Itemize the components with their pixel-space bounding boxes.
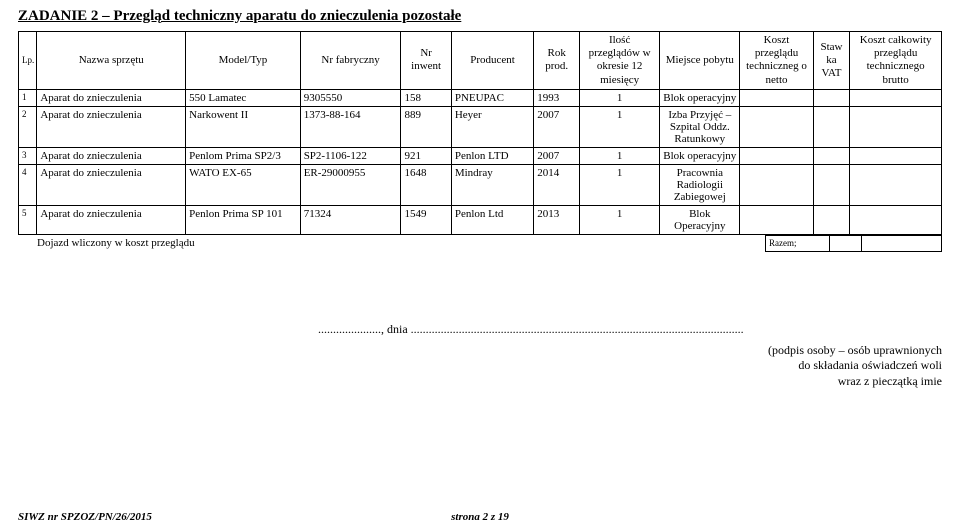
col-fabr: Nr fabryczny bbox=[300, 32, 401, 90]
cell-lp: 4 bbox=[19, 164, 37, 205]
cell-ilosc: 1 bbox=[580, 205, 660, 234]
main-table: Lp. Nazwa sprzętu Model/Typ Nr fabryczny… bbox=[18, 31, 942, 235]
col-model: Model/Typ bbox=[186, 32, 301, 90]
col-lp: Lp. bbox=[19, 32, 37, 90]
cell-miejsce: Blok operacyjny bbox=[660, 89, 740, 106]
cell-fabr: 71324 bbox=[300, 205, 401, 234]
cell-stawka bbox=[813, 106, 850, 147]
razem-vat-cell bbox=[830, 235, 862, 251]
cell-ilosc: 1 bbox=[580, 106, 660, 147]
cell-stawka bbox=[813, 205, 850, 234]
col-kosztc: Koszt całkowity przeglądu technicznego b… bbox=[850, 32, 942, 90]
cell-model: WATO EX-65 bbox=[186, 164, 301, 205]
col-stawka: Staw ka VAT bbox=[813, 32, 850, 90]
page-footer: SIWZ nr SPZOZ/PN/26/2015 strona 2 z 19 bbox=[18, 511, 942, 523]
col-inwent: Nr inwent bbox=[401, 32, 451, 90]
razem-label: Razem; bbox=[766, 235, 830, 251]
table-header-row: Lp. Nazwa sprzętu Model/Typ Nr fabryczny… bbox=[19, 32, 942, 90]
table-row: 3Aparat do znieczuleniaPenlom Prima SP2/… bbox=[19, 147, 942, 164]
cell-fabr: 9305550 bbox=[300, 89, 401, 106]
signature-area: ....................., dnia ............… bbox=[318, 322, 942, 390]
table-row: 1Aparat do znieczulenia550 Lamatec930555… bbox=[19, 89, 942, 106]
cell-fabr: 1373-88-164 bbox=[300, 106, 401, 147]
col-rok: Rok prod. bbox=[534, 32, 580, 90]
cell-miejsce: Izba Przyjęć – Szpital Oddz. Ratunkowy bbox=[660, 106, 740, 147]
footer-right: strona 2 z 19 bbox=[451, 511, 509, 523]
cell-inw: 1648 bbox=[401, 164, 451, 205]
cell-rok: 2013 bbox=[534, 205, 580, 234]
signature-line-2: do składania oświadczeń woli bbox=[318, 358, 942, 374]
cell-koszt bbox=[740, 164, 813, 205]
table-row: 2Aparat do znieczuleniaNarkowent II1373-… bbox=[19, 106, 942, 147]
cell-nazwa: Aparat do znieczulenia bbox=[37, 106, 186, 147]
col-miejsce: Miejsce pobytu bbox=[660, 32, 740, 90]
cell-miejsce: Pracownia Radiologii Zabiegowej bbox=[660, 164, 740, 205]
cell-inw: 158 bbox=[401, 89, 451, 106]
cell-miejsce: Blok Operacyjny bbox=[660, 205, 740, 234]
cell-nazwa: Aparat do znieczulenia bbox=[37, 164, 186, 205]
col-producent: Producent bbox=[451, 32, 533, 90]
cell-ilosc: 1 bbox=[580, 147, 660, 164]
cell-nazwa: Aparat do znieczulenia bbox=[37, 147, 186, 164]
cell-kosztc bbox=[850, 164, 942, 205]
cell-miejsce: Blok operacyjny bbox=[660, 147, 740, 164]
cell-rok: 2007 bbox=[534, 106, 580, 147]
cell-prod: Penlon Ltd bbox=[451, 205, 533, 234]
footer-left: SIWZ nr SPZOZ/PN/26/2015 bbox=[18, 511, 152, 523]
cell-stawka bbox=[813, 164, 850, 205]
cell-nazwa: Aparat do znieczulenia bbox=[37, 89, 186, 106]
cell-prod: PNEUPAC bbox=[451, 89, 533, 106]
cell-prod: Penlon LTD bbox=[451, 147, 533, 164]
cell-fabr: ER-29000955 bbox=[300, 164, 401, 205]
signature-line-1: (podpis osoby – osób uprawnionych bbox=[318, 343, 942, 359]
cell-lp: 1 bbox=[19, 89, 37, 106]
cell-koszt bbox=[740, 89, 813, 106]
cell-inw: 921 bbox=[401, 147, 451, 164]
cell-koszt bbox=[740, 147, 813, 164]
cell-stawka bbox=[813, 89, 850, 106]
cell-rok: 2014 bbox=[534, 164, 580, 205]
col-koszt: Koszt przeglądu techniczneg o netto bbox=[740, 32, 813, 90]
razem-table: Dojazd wliczony w koszt przeglądu Razem; bbox=[18, 235, 942, 252]
col-nazwa: Nazwa sprzętu bbox=[37, 32, 186, 90]
cell-kosztc bbox=[850, 147, 942, 164]
cell-model: Penlon Prima SP 101 bbox=[186, 205, 301, 234]
cell-inw: 889 bbox=[401, 106, 451, 147]
cell-prod: Mindray bbox=[451, 164, 533, 205]
cell-lp: 3 bbox=[19, 147, 37, 164]
cell-ilosc: 1 bbox=[580, 164, 660, 205]
cell-koszt bbox=[740, 106, 813, 147]
razem-brutto-cell bbox=[862, 235, 942, 251]
cell-ilosc: 1 bbox=[580, 89, 660, 106]
table-row: 5Aparat do znieczuleniaPenlon Prima SP 1… bbox=[19, 205, 942, 234]
page-title: ZADANIE 2 – Przegląd techniczny aparatu … bbox=[18, 8, 942, 25]
cell-model: Penlom Prima SP2/3 bbox=[186, 147, 301, 164]
dojazd-text: Dojazd wliczony w koszt przeglądu bbox=[34, 235, 766, 251]
cell-lp: 2 bbox=[19, 106, 37, 147]
cell-model: 550 Lamatec bbox=[186, 89, 301, 106]
signature-line-3: wraz z pieczątką imie bbox=[318, 374, 942, 390]
col-ilosc: Ilość przeglądów w okresie 12 miesięcy bbox=[580, 32, 660, 90]
cell-kosztc bbox=[850, 205, 942, 234]
cell-fabr: SP2-1106-122 bbox=[300, 147, 401, 164]
cell-inw: 1549 bbox=[401, 205, 451, 234]
cell-rok: 1993 bbox=[534, 89, 580, 106]
signature-date-line: ....................., dnia ............… bbox=[318, 322, 942, 337]
cell-stawka bbox=[813, 147, 850, 164]
cell-lp: 5 bbox=[19, 205, 37, 234]
cell-kosztc bbox=[850, 106, 942, 147]
cell-prod: Heyer bbox=[451, 106, 533, 147]
cell-koszt bbox=[740, 205, 813, 234]
cell-kosztc bbox=[850, 89, 942, 106]
table-row: 4Aparat do znieczuleniaWATO EX-65ER-2900… bbox=[19, 164, 942, 205]
cell-model: Narkowent II bbox=[186, 106, 301, 147]
cell-nazwa: Aparat do znieczulenia bbox=[37, 205, 186, 234]
cell-rok: 2007 bbox=[534, 147, 580, 164]
